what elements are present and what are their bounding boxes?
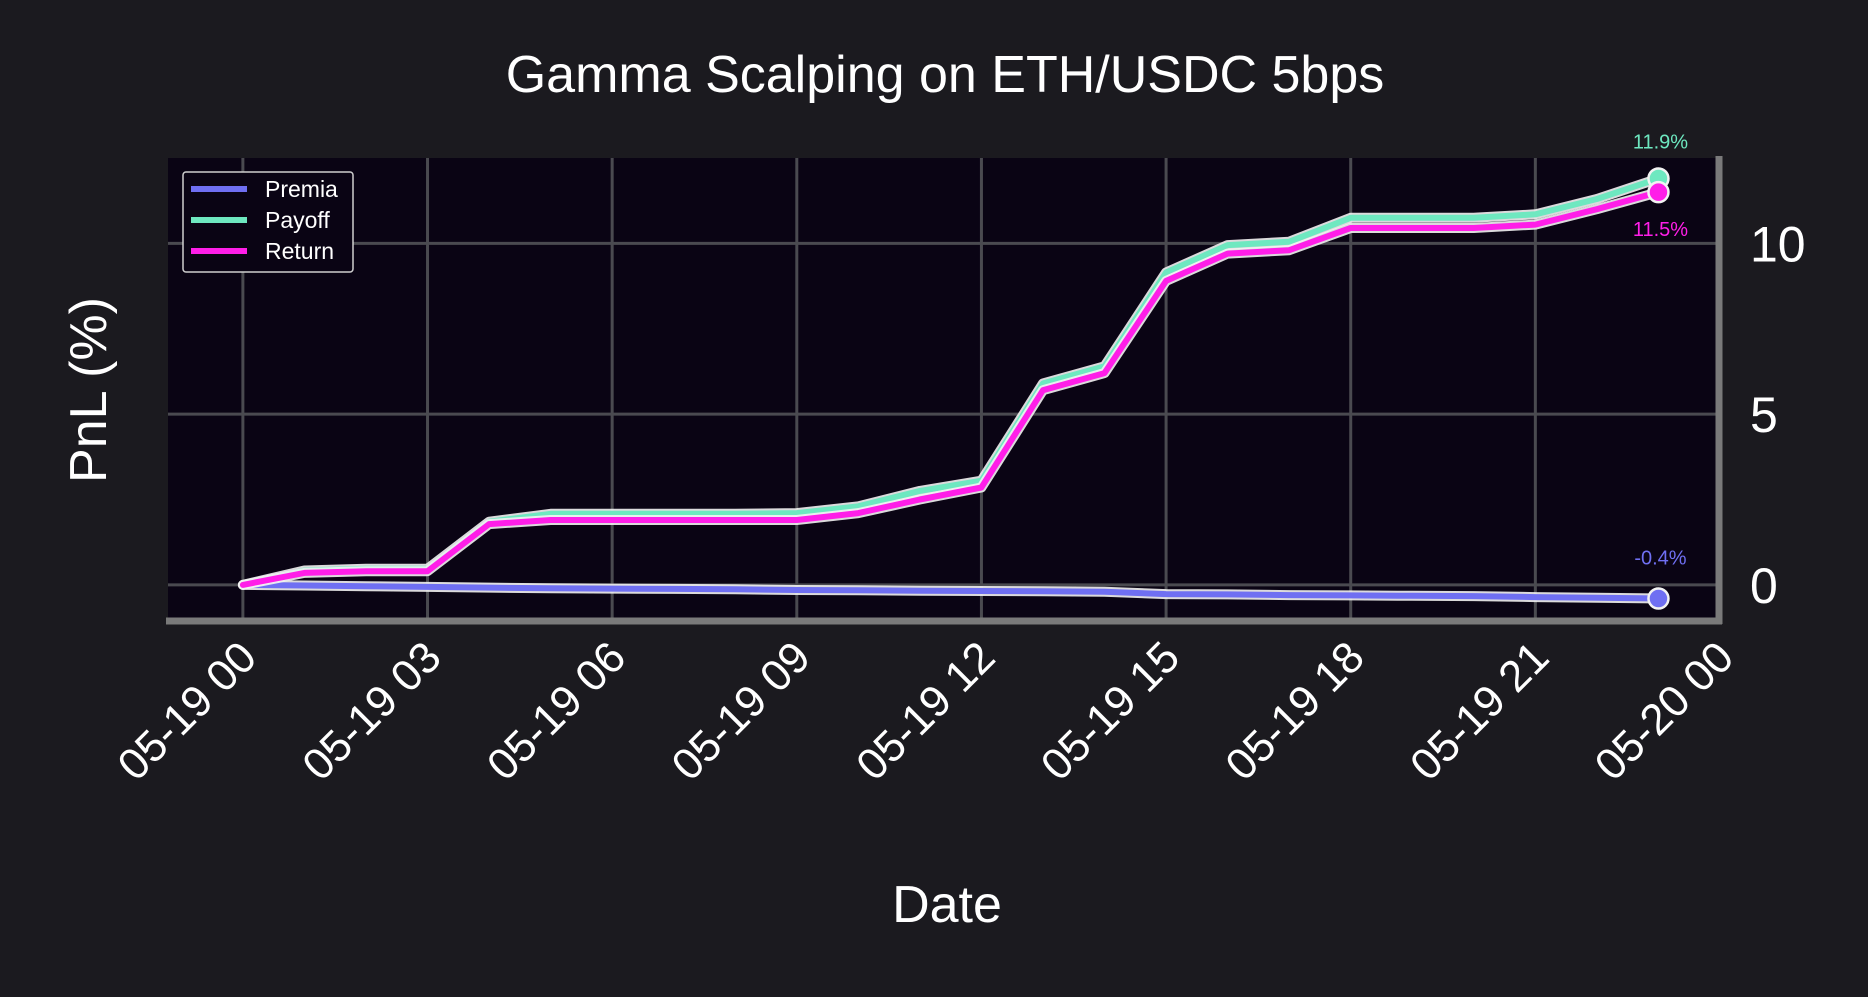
- endpoint-label-return: 11.5%: [1633, 219, 1688, 241]
- legend-label-premia: Premia: [265, 176, 338, 202]
- endpoint-label-premia: -0.4%: [1634, 548, 1686, 570]
- y-tick-label-2: 10: [1750, 216, 1806, 272]
- endpoint-marker-return: [1647, 180, 1670, 204]
- y-tick-label-1: 5: [1750, 387, 1778, 443]
- series-endpoints: -0.4% 11.9% 11.5%: [1633, 131, 1688, 610]
- y-tick-labels: 0 5 10: [1750, 216, 1806, 613]
- grid: [168, 158, 1722, 619]
- series-line-premia: [239, 581, 1662, 602]
- y-axis-label: PnL (%): [60, 297, 118, 483]
- series-line-return: [239, 189, 1662, 588]
- legend-label-return: Return: [265, 238, 334, 264]
- endpoint-marker-premia: [1647, 587, 1670, 610]
- endpoint-label-payoff: 11.9%: [1633, 131, 1688, 153]
- y-tick-label-0: 0: [1750, 558, 1778, 614]
- legend: Premia Payoff Return: [182, 171, 354, 273]
- legend-label-payoff: Payoff: [265, 207, 330, 233]
- legend-box: [182, 171, 354, 273]
- chart-title: Gamma Scalping on ETH/USDC 5bps: [506, 46, 1385, 104]
- series-lines: [237, 173, 1664, 604]
- x-axis-label: Date: [892, 876, 1002, 934]
